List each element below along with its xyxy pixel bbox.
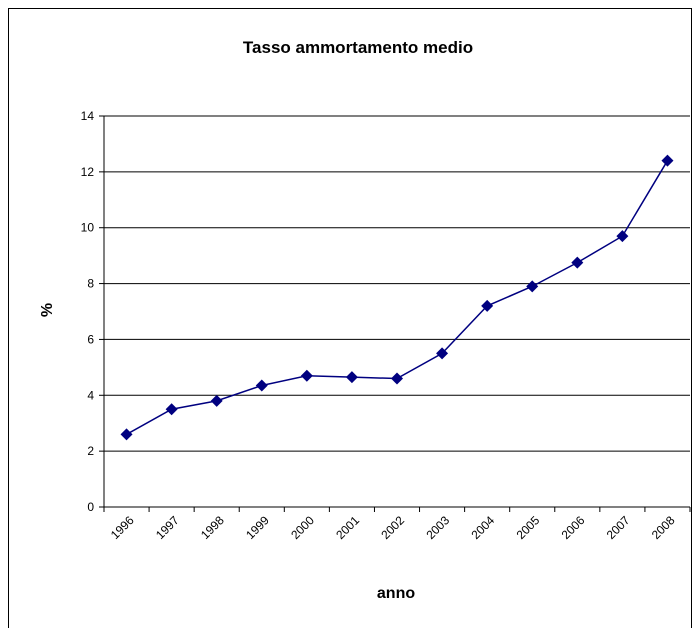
chart-title: Tasso ammortamento medio (243, 38, 473, 57)
marker (526, 280, 539, 293)
marker (345, 371, 358, 384)
marker (391, 372, 403, 385)
marker (210, 394, 223, 407)
y-tick-label: 4 (87, 388, 94, 402)
marker (436, 347, 449, 360)
y-tick-label: 14 (81, 109, 95, 123)
y-tick-label: 2 (87, 444, 94, 458)
marker (571, 256, 584, 269)
marker (165, 403, 178, 416)
y-axis-title: % (39, 303, 56, 317)
marker (616, 230, 629, 243)
chart-frame (8, 8, 692, 633)
y-tick-label: 8 (87, 277, 94, 291)
y-tick-label: 10 (81, 221, 95, 235)
y-tick-label: 0 (87, 500, 94, 514)
x-axis-title: anno (377, 585, 415, 602)
y-tick-label: 6 (87, 332, 94, 346)
y-tick-label: 12 (81, 165, 95, 179)
marker (661, 154, 674, 167)
marker (300, 369, 313, 382)
marker (481, 299, 494, 312)
marker (120, 428, 133, 441)
marker (255, 379, 268, 392)
